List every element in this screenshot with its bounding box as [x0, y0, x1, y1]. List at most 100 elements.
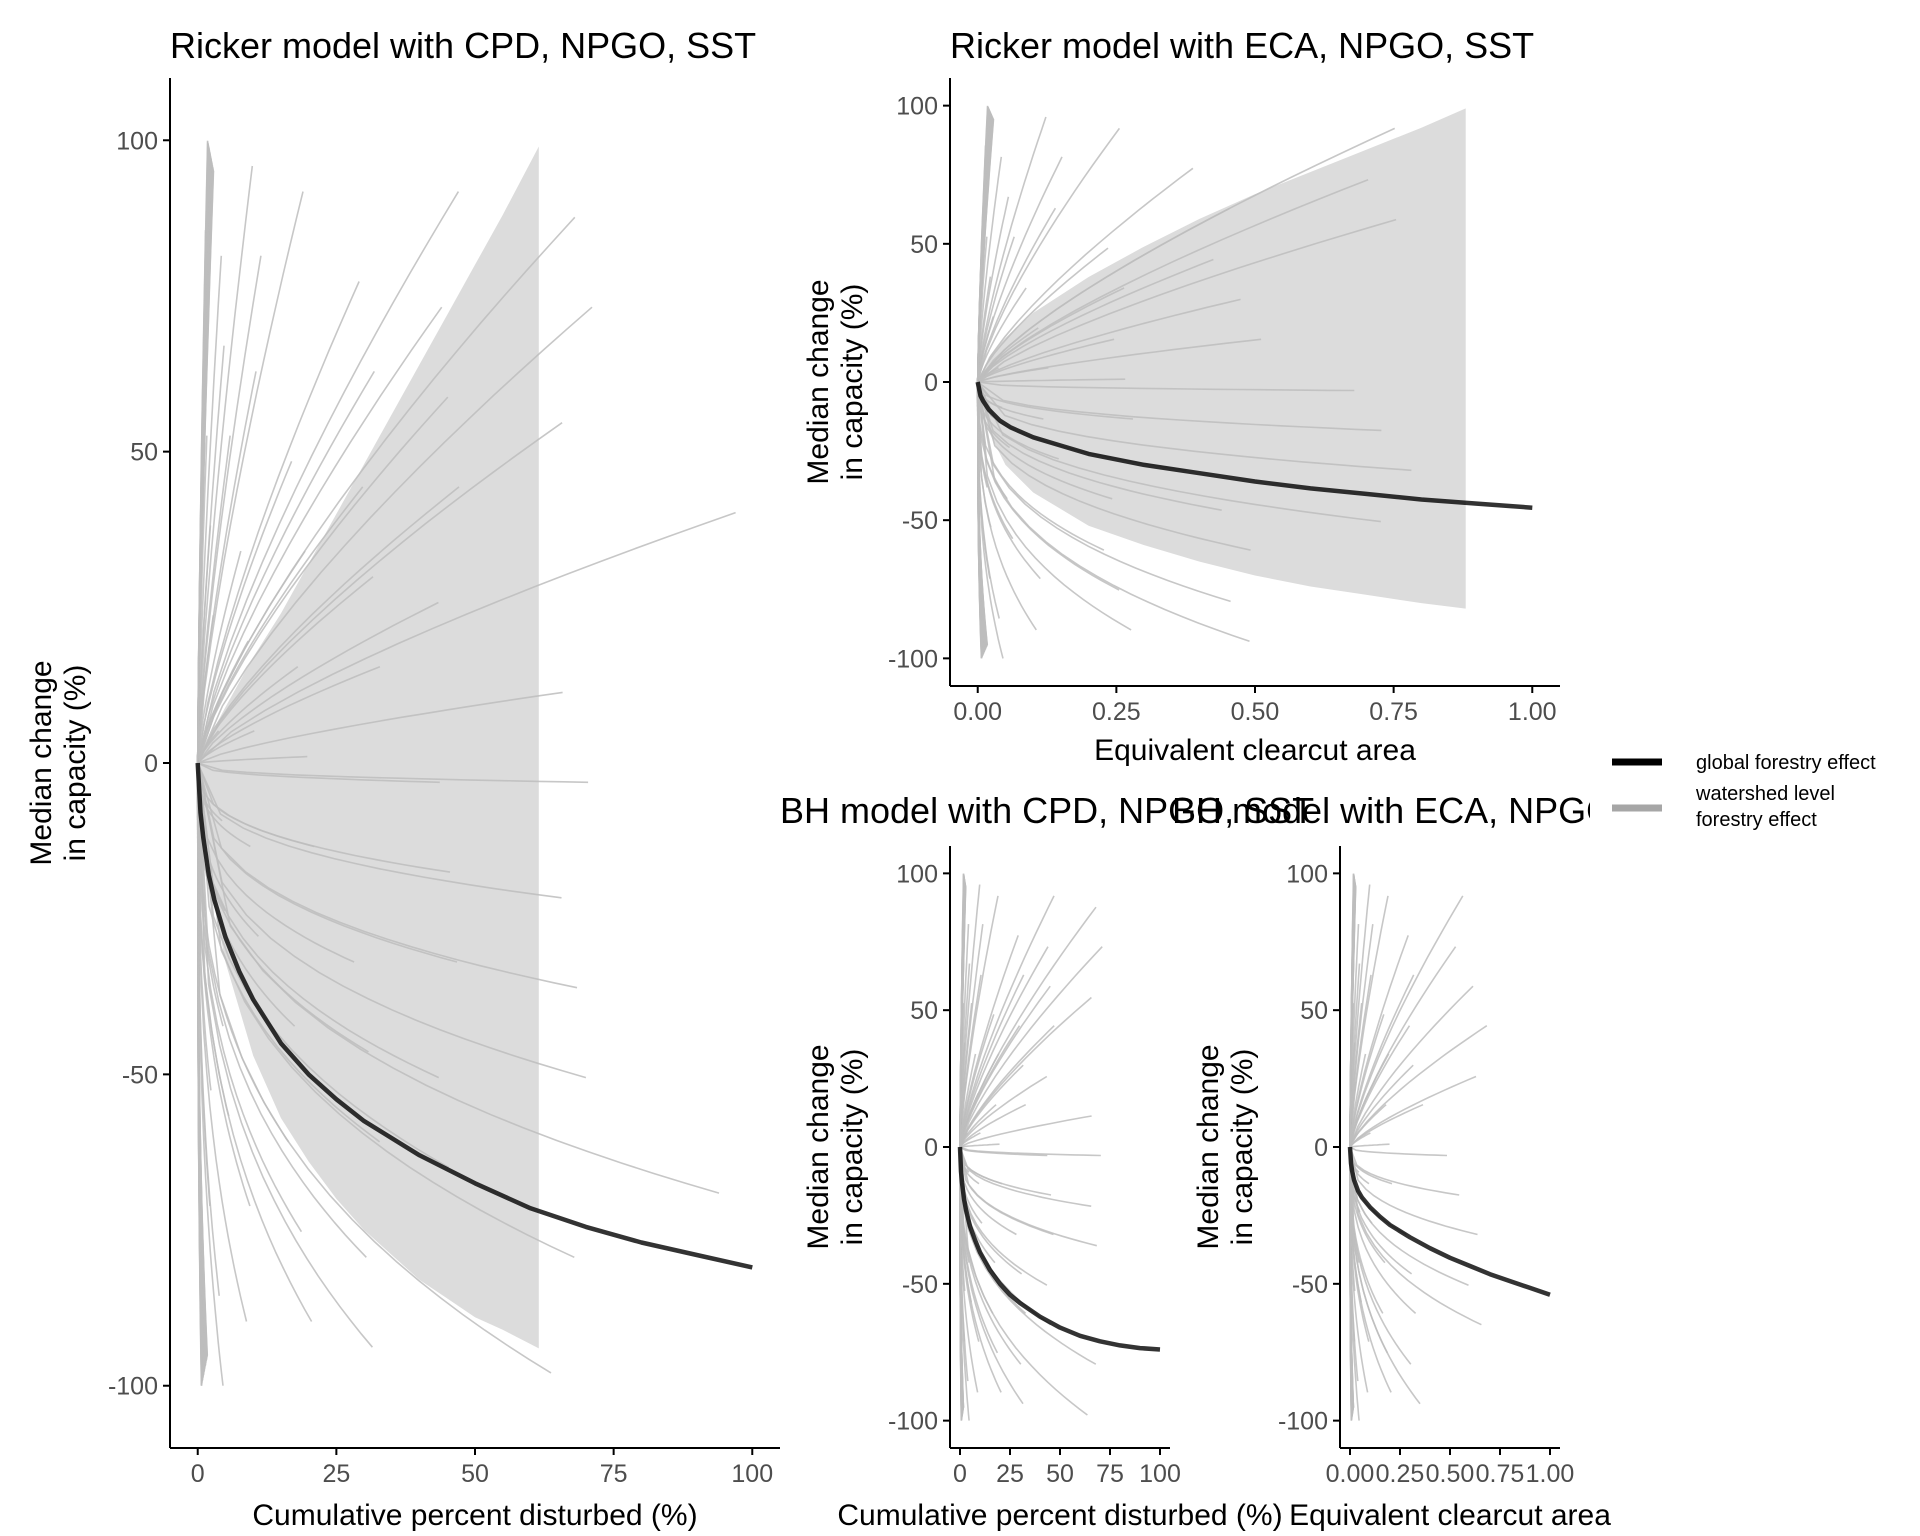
watershed-line	[976, 127, 1121, 383]
watershed-line	[196, 216, 576, 764]
watershed-line	[196, 762, 587, 1079]
watershed-line	[959, 1146, 1002, 1393]
watershed-line	[976, 381, 1222, 511]
watershed-line	[976, 381, 1250, 643]
watershed-curves	[976, 105, 1412, 659]
x-tick-label: 0	[191, 1460, 205, 1488]
watershed-line	[196, 306, 593, 764]
watershed-curves	[1349, 873, 1488, 1421]
watershed-line	[196, 460, 293, 764]
watershed-line	[196, 762, 374, 1348]
watershed-line	[959, 1104, 997, 1148]
watershed-line	[196, 370, 375, 764]
watershed-line	[1349, 1146, 1413, 1275]
credible-band	[977, 108, 1466, 609]
x-axis-title: Equivalent clearcut area	[1289, 1499, 1611, 1532]
x-tick-label: 0.25	[1092, 698, 1141, 726]
watershed-line	[196, 345, 225, 764]
watershed-line	[196, 255, 262, 764]
watershed-line	[1349, 1025, 1488, 1148]
watershed-line	[976, 156, 1063, 383]
x-tick-label: 25	[996, 1460, 1024, 1488]
watershed-line	[959, 1143, 1000, 1148]
watershed-line	[976, 381, 1132, 631]
watershed-line	[196, 762, 562, 899]
watershed-line	[196, 422, 563, 764]
watershed-line	[1349, 1146, 1448, 1157]
watershed-line	[1349, 1146, 1392, 1393]
watershed-line	[196, 762, 313, 1322]
watershed-line	[976, 287, 1027, 383]
chart-title: Ricker model with ECA, NPGO, SST	[950, 25, 1534, 66]
watershed-line	[196, 762, 248, 1322]
watershed-line	[976, 381, 1231, 603]
x-tick-label: 25	[322, 1460, 350, 1488]
watershed-line	[959, 1103, 1027, 1148]
watershed-line	[196, 191, 460, 764]
chart-title: BH model with CPD, NPGO, SST	[780, 790, 1314, 831]
watershed-line	[976, 381, 1044, 420]
watershed-line	[196, 762, 575, 1259]
watershed-line	[959, 906, 1097, 1148]
watershed-line	[196, 550, 242, 764]
x-tick-label: 0.00	[953, 698, 1002, 726]
watershed-line	[959, 1146, 1017, 1236]
x-tick-label: 0	[953, 1460, 967, 1488]
chart-title: Ricker model with CPD, NPGO, SST	[170, 25, 756, 66]
x-tick-label: 50	[461, 1460, 489, 1488]
watershed-line	[977, 378, 1126, 383]
y-axis-title-line: Median change	[25, 660, 58, 865]
watershed-line	[959, 877, 965, 1148]
legend: global forestry effect watershed level f…	[1612, 752, 1876, 831]
x-axis-title: Cumulative percent disturbed (%)	[252, 1499, 697, 1532]
y-axis-title-line: in capacity (%)	[836, 1049, 869, 1246]
y-tick-label: -100	[108, 1373, 158, 1401]
y-axis-title-line: in capacity (%)	[1226, 1049, 1259, 1246]
watershed-line	[976, 109, 990, 383]
watershed-line	[959, 1146, 1097, 1365]
watershed-line	[196, 762, 552, 1374]
watershed-line	[1349, 1146, 1478, 1236]
y-tick-label: -50	[902, 507, 938, 535]
watershed-line	[976, 167, 1194, 383]
x-tick-label: 0.50	[1231, 698, 1280, 726]
watershed-line	[977, 127, 1396, 383]
x-tick-label: 75	[1096, 1460, 1124, 1488]
watershed-line	[196, 486, 364, 764]
watershed-line	[959, 1146, 1088, 1416]
global-effect-line	[975, 381, 1533, 510]
watershed-line	[959, 946, 1049, 1148]
y-tick-label: 100	[896, 93, 938, 121]
y-tick-label: 100	[1286, 860, 1328, 888]
y-axis-title: Median changein capacity (%)	[1192, 1044, 1259, 1249]
watershed-line	[959, 1146, 1098, 1247]
watershed-line	[1349, 884, 1371, 1148]
watershed-line	[1349, 1146, 1460, 1196]
watershed-line	[959, 996, 1092, 1148]
watershed-line	[196, 762, 450, 1169]
watershed-line	[959, 1146, 1092, 1207]
watershed-line	[959, 884, 981, 1148]
watershed-line	[959, 1146, 1024, 1405]
watershed-line	[977, 381, 1382, 432]
watershed-line	[976, 207, 1057, 383]
watershed-line	[196, 281, 360, 764]
x-tick-label: 1.00	[1526, 1460, 1575, 1488]
x-tick-label: 0.25	[1376, 1460, 1425, 1488]
watershed-line	[959, 1146, 963, 1420]
watershed-line	[976, 247, 1109, 383]
watershed-line	[1349, 1146, 1393, 1185]
watershed-line	[1349, 1146, 1417, 1314]
watershed-line	[196, 762, 355, 963]
watershed-line	[197, 762, 589, 784]
watershed-line	[959, 1146, 1048, 1286]
y-tick-label: 50	[1300, 997, 1328, 1025]
x-tick-label: 0.75	[1369, 698, 1418, 726]
watershed-line	[1349, 935, 1409, 1148]
watershed-line	[977, 178, 1369, 383]
watershed-line	[977, 381, 1355, 392]
y-tick-label: -100	[888, 645, 938, 673]
watershed-line	[196, 762, 720, 1194]
watershed-line	[196, 762, 578, 989]
watershed-line	[1349, 895, 1464, 1148]
